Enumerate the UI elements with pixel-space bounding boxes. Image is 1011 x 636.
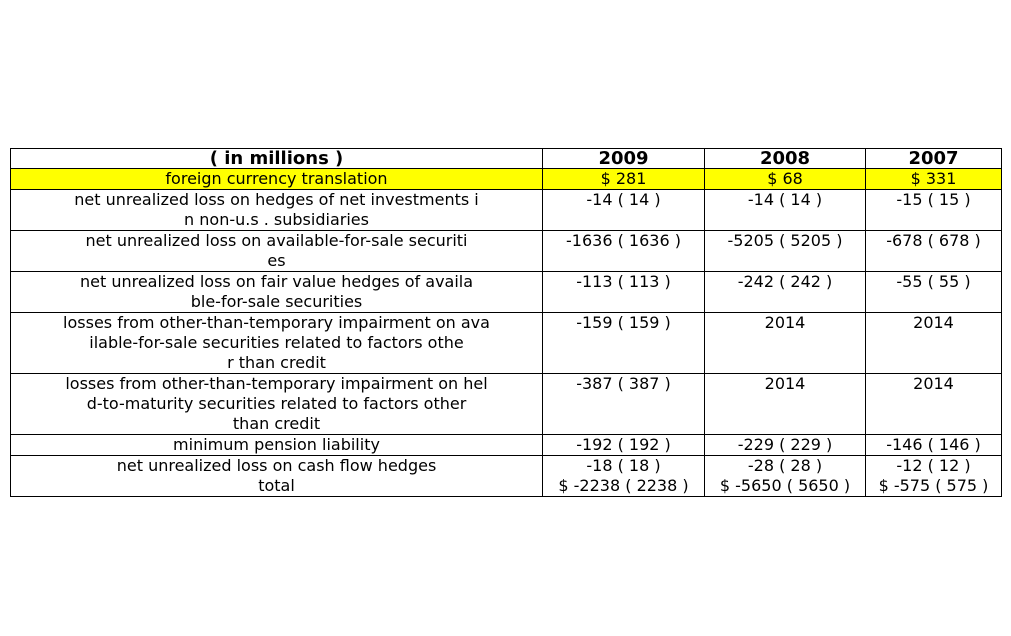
row-label: net unrealized loss on cash flow hedges … bbox=[11, 456, 543, 497]
value-line: 2014 bbox=[866, 313, 1001, 333]
header-label: ( in millions ) bbox=[11, 149, 543, 169]
value-line: -12 ( 12 ) bbox=[866, 456, 1001, 476]
table-row-fair-value-hedges: net unrealized loss on fair value hedges… bbox=[11, 272, 1002, 313]
value-2007: 2014 bbox=[866, 313, 1002, 374]
row-label-line: losses from other-than-temporary impairm… bbox=[11, 313, 542, 333]
table-row-otti-held-to-maturity: losses from other-than-temporary impairm… bbox=[11, 374, 1002, 435]
table-row-otti-available-for-sale: losses from other-than-temporary impairm… bbox=[11, 313, 1002, 374]
value-line: -14 ( 14 ) bbox=[543, 190, 704, 210]
value-line: 2014 bbox=[705, 374, 865, 394]
value-line: $ -5650 ( 5650 ) bbox=[705, 476, 865, 496]
financial-table: ( in millions ) 2009 2008 2007 foreign c… bbox=[10, 148, 1002, 497]
row-label: foreign currency translation bbox=[11, 169, 543, 190]
row-label-line: foreign currency translation bbox=[11, 169, 542, 189]
value-2008: -229 ( 229 ) bbox=[705, 435, 866, 456]
table-row-cash-flow-hedges-total: net unrealized loss on cash flow hedges … bbox=[11, 456, 1002, 497]
value-2009: -18 ( 18 ) $ -2238 ( 2238 ) bbox=[543, 456, 705, 497]
row-label-line: net unrealized loss on cash flow hedges bbox=[11, 456, 542, 476]
value-2009: -1636 ( 1636 ) bbox=[543, 231, 705, 272]
row-label: losses from other-than-temporary impairm… bbox=[11, 374, 543, 435]
header-row: ( in millions ) 2009 2008 2007 bbox=[11, 149, 1002, 169]
value-line: 2014 bbox=[866, 374, 1001, 394]
value-2008: -28 ( 28 ) $ -5650 ( 5650 ) bbox=[705, 456, 866, 497]
value-2007: -12 ( 12 ) $ -575 ( 575 ) bbox=[866, 456, 1002, 497]
value-2009: $ 281 bbox=[543, 169, 705, 190]
value-line: -678 ( 678 ) bbox=[866, 231, 1001, 251]
row-label-line: r than credit bbox=[11, 353, 542, 373]
value-line: 2014 bbox=[705, 313, 865, 333]
table-row-minimum-pension-liability: minimum pension liability -192 ( 192 ) -… bbox=[11, 435, 1002, 456]
value-2008: 2014 bbox=[705, 374, 866, 435]
row-label: net unrealized loss on hedges of net inv… bbox=[11, 190, 543, 231]
value-2007: -678 ( 678 ) bbox=[866, 231, 1002, 272]
header-2008: 2008 bbox=[705, 149, 866, 169]
value-line: -15 ( 15 ) bbox=[866, 190, 1001, 210]
value-2009: -192 ( 192 ) bbox=[543, 435, 705, 456]
row-label-line: than credit bbox=[11, 414, 542, 434]
value-line: -146 ( 146 ) bbox=[866, 435, 1001, 455]
value-line: -242 ( 242 ) bbox=[705, 272, 865, 292]
row-label-line: ble-for-sale securities bbox=[11, 292, 542, 312]
value-line: $ 331 bbox=[866, 169, 1001, 189]
value-2008: $ 68 bbox=[705, 169, 866, 190]
row-label: net unrealized loss on fair value hedges… bbox=[11, 272, 543, 313]
value-line: -18 ( 18 ) bbox=[543, 456, 704, 476]
value-line: -159 ( 159 ) bbox=[543, 313, 704, 333]
table-row-available-for-sale: net unrealized loss on available-for-sal… bbox=[11, 231, 1002, 272]
row-label-line: net unrealized loss on hedges of net inv… bbox=[11, 190, 542, 210]
value-line: -387 ( 387 ) bbox=[543, 374, 704, 394]
value-2007: 2014 bbox=[866, 374, 1002, 435]
row-label-line: n non-u.s . subsidiaries bbox=[11, 210, 542, 230]
value-line: $ -575 ( 575 ) bbox=[866, 476, 1001, 496]
row-label-line: net unrealized loss on available-for-sal… bbox=[11, 231, 542, 251]
value-line: $ 281 bbox=[543, 169, 704, 189]
value-2008: -242 ( 242 ) bbox=[705, 272, 866, 313]
value-2007: -55 ( 55 ) bbox=[866, 272, 1002, 313]
header-2009: 2009 bbox=[543, 149, 705, 169]
value-2008: -5205 ( 5205 ) bbox=[705, 231, 866, 272]
value-line: $ -2238 ( 2238 ) bbox=[543, 476, 704, 496]
value-2007: -146 ( 146 ) bbox=[866, 435, 1002, 456]
table-row-hedges-net-investments: net unrealized loss on hedges of net inv… bbox=[11, 190, 1002, 231]
row-label-line: net unrealized loss on fair value hedges… bbox=[11, 272, 542, 292]
row-label-line: es bbox=[11, 251, 542, 271]
value-line: -1636 ( 1636 ) bbox=[543, 231, 704, 251]
value-2007: -15 ( 15 ) bbox=[866, 190, 1002, 231]
value-line: -5205 ( 5205 ) bbox=[705, 231, 865, 251]
table-row-foreign-currency-translation: foreign currency translation $ 281 $ 68 … bbox=[11, 169, 1002, 190]
value-line: -55 ( 55 ) bbox=[866, 272, 1001, 292]
row-label: net unrealized loss on available-for-sal… bbox=[11, 231, 543, 272]
value-line: -14 ( 14 ) bbox=[705, 190, 865, 210]
value-line: $ 68 bbox=[705, 169, 865, 189]
row-label: minimum pension liability bbox=[11, 435, 543, 456]
row-label-line: ilable-for-sale securities related to fa… bbox=[11, 333, 542, 353]
row-label-line: losses from other-than-temporary impairm… bbox=[11, 374, 542, 394]
value-2009: -159 ( 159 ) bbox=[543, 313, 705, 374]
value-line: -192 ( 192 ) bbox=[543, 435, 704, 455]
row-label-line: d-to-maturity securities related to fact… bbox=[11, 394, 542, 414]
value-2009: -14 ( 14 ) bbox=[543, 190, 705, 231]
value-2008: 2014 bbox=[705, 313, 866, 374]
row-label: losses from other-than-temporary impairm… bbox=[11, 313, 543, 374]
value-2009: -113 ( 113 ) bbox=[543, 272, 705, 313]
row-label-line: minimum pension liability bbox=[11, 435, 542, 455]
value-line: -28 ( 28 ) bbox=[705, 456, 865, 476]
row-label-line: total bbox=[11, 476, 542, 496]
header-2007: 2007 bbox=[866, 149, 1002, 169]
value-2008: -14 ( 14 ) bbox=[705, 190, 866, 231]
value-line: -229 ( 229 ) bbox=[705, 435, 865, 455]
value-2007: $ 331 bbox=[866, 169, 1002, 190]
value-2009: -387 ( 387 ) bbox=[543, 374, 705, 435]
value-line: -113 ( 113 ) bbox=[543, 272, 704, 292]
